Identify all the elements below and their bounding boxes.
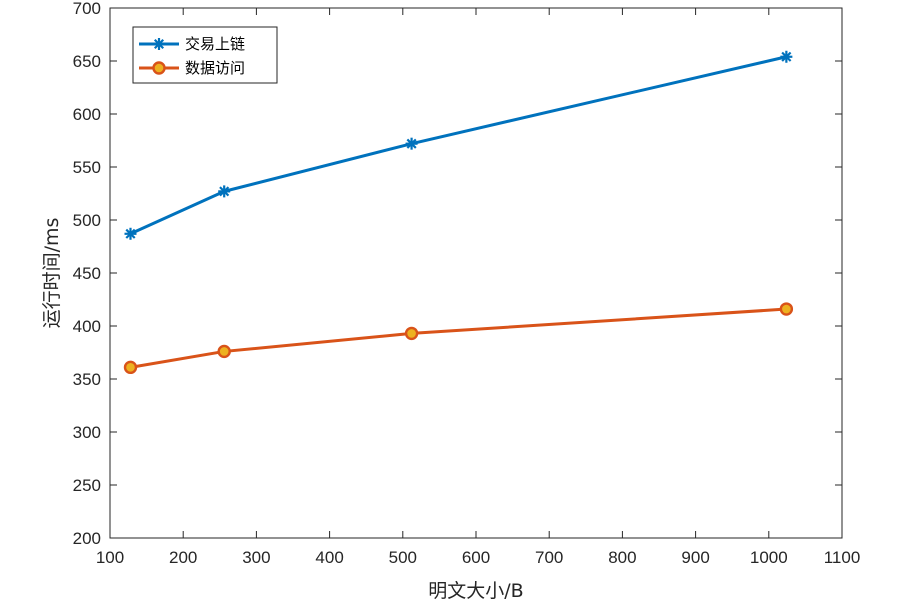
y-axis-ticks: 200 250 300 350 400 450 500 550 600 650 700 [73,0,842,548]
data-point [218,185,231,198]
x-tick-label: 100 [96,548,124,567]
data-point [404,326,419,341]
circle-marker [779,302,794,316]
data-point [123,360,138,375]
x-tick-label: 700 [535,548,563,567]
plot-frame [109,7,843,539]
y-tick-label: 700 [73,0,101,18]
data-point [405,137,418,150]
x-axis-title: 明文大小/B [428,580,523,602]
plot-background [110,8,842,538]
series-line [129,55,787,236]
data-point [779,302,794,316]
asterisk-marker [780,50,793,63]
y-tick-label: 400 [73,317,101,336]
data-point [217,344,231,359]
x-axis-ticks: 100 200 300 400 500 600 700 800 900 1000 1100 [96,8,860,567]
asterisk-marker [405,137,418,150]
plot-area [110,8,842,538]
x-tick-label: 500 [389,548,417,567]
y-tick-label: 600 [73,105,101,124]
series-layer [123,50,794,375]
y-tick-label: 350 [73,370,101,389]
legend-label: 数据访问 [185,59,245,77]
y-tick-label: 650 [73,52,101,71]
legend-item: 数据访问 [139,59,245,77]
circle-marker [404,326,419,341]
y-tick-label: 550 [73,158,101,177]
asterisk-marker [153,38,165,50]
circle-marker [123,360,138,375]
y-tick-label: 200 [73,529,101,548]
asterisk-marker [124,227,137,240]
y-axis-title: 运行时间/ms [41,218,63,329]
circle-marker [152,61,166,75]
x-tick-label: 1000 [750,548,788,567]
x-tick-label: 1100 [824,548,861,567]
series-2 [123,302,794,375]
data-point [124,227,137,240]
x-tick-label: 900 [681,548,709,567]
y-tick-label: 450 [73,264,101,283]
x-tick-label: 200 [169,548,197,567]
asterisk-marker [218,185,231,198]
y-tick-label: 500 [73,211,101,230]
y-tick-label: 250 [73,476,101,495]
data-point [780,50,793,63]
legend-label: 交易上链 [185,35,245,53]
legend-item: 交易上链 [139,35,245,53]
x-tick-label: 600 [462,548,490,567]
x-tick-label: 400 [315,548,343,567]
y-tick-label: 300 [73,423,101,442]
x-tick-label: 300 [242,548,270,567]
circle-marker [217,344,231,359]
series-1 [124,50,793,240]
series-line [130,307,787,369]
x-tick-label: 800 [608,548,636,567]
